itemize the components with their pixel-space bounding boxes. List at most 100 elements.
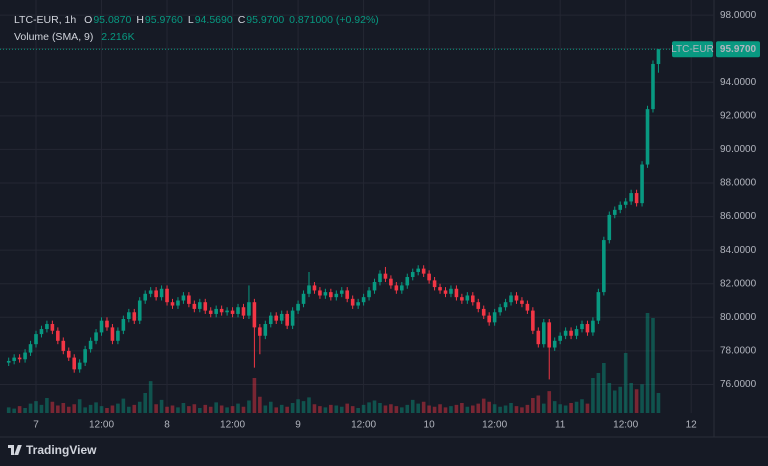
candle-body <box>574 329 579 336</box>
candle-body <box>449 288 453 294</box>
candle-body <box>34 334 38 345</box>
volume-bar <box>88 404 93 413</box>
y-tick-label: 76.0000 <box>720 379 757 390</box>
volume-bar <box>405 404 410 413</box>
candle-body <box>268 315 273 325</box>
x-tick-label: 11 <box>555 420 566 431</box>
volume-bar <box>651 318 655 413</box>
volume-bar <box>378 403 382 413</box>
candle-body <box>159 288 164 298</box>
volume-bar <box>514 406 519 413</box>
watermark-text: TradingView <box>26 443 97 457</box>
candle-body <box>569 330 573 336</box>
volume-bar <box>612 390 617 413</box>
volume-bar <box>339 406 344 413</box>
candle-body <box>105 320 109 328</box>
symbol-tag-text: LTC-EUR <box>671 44 714 55</box>
volume-bar <box>296 399 300 413</box>
y-tick-label: 94.0000 <box>720 77 757 88</box>
candle-body <box>339 290 344 294</box>
volume-bar <box>192 404 197 413</box>
candle-body <box>329 292 333 298</box>
candles <box>6 49 661 380</box>
candle-body <box>443 290 448 294</box>
volume-bar <box>465 406 470 413</box>
candle-body <box>563 330 568 336</box>
candle-body <box>50 324 55 331</box>
candle-body <box>208 310 213 314</box>
candle-body <box>241 307 246 316</box>
candle-body <box>585 324 590 333</box>
volume-bar <box>94 402 98 413</box>
volume-bar <box>225 407 229 413</box>
candle-body <box>39 329 44 335</box>
volume-bar <box>372 400 377 413</box>
volume-bar <box>148 381 153 413</box>
candle-body <box>552 340 557 348</box>
y-tick-label: 98.0000 <box>720 10 757 21</box>
candle-body <box>618 204 623 210</box>
x-tick-label: 12:00 <box>220 420 245 431</box>
candle-body <box>547 322 552 348</box>
candle-body <box>214 308 218 314</box>
candle-body <box>263 324 268 336</box>
watermark: TradingView <box>8 443 96 457</box>
candle-body <box>45 324 49 330</box>
candle-body <box>394 285 399 291</box>
volume-bar <box>443 407 448 413</box>
volume-bar <box>285 406 289 413</box>
volume-bar <box>329 404 333 413</box>
candle-body <box>77 362 82 370</box>
candle-body <box>137 300 142 321</box>
volume-bar <box>105 408 109 413</box>
candle-body <box>127 312 131 319</box>
candle-body <box>580 324 584 330</box>
candle-body <box>498 307 502 313</box>
y-tick-label: 90.0000 <box>720 144 757 155</box>
candle-body <box>629 193 633 202</box>
volume-bar <box>471 405 475 413</box>
x-tick-label: 12:00 <box>351 420 376 431</box>
price-tag-text: 95.9700 <box>720 44 757 55</box>
candle-body <box>602 240 606 293</box>
ohlc-key: O <box>84 14 93 26</box>
legend-main: LTC-EUR, 1h O95.0870 H95.9760 L94.5690 C95.… <box>14 12 380 29</box>
volume-bar <box>356 408 360 413</box>
volume-bar <box>531 398 535 413</box>
volume-bar <box>623 353 628 413</box>
volume-bar <box>345 403 350 413</box>
volume-bar <box>520 407 524 413</box>
candle-body <box>541 322 546 345</box>
volume-bar <box>400 407 404 413</box>
candle-body <box>432 280 437 288</box>
volume-bar <box>394 406 399 413</box>
candle-body <box>312 285 317 291</box>
volume-bar <box>34 401 38 413</box>
volume-bar <box>143 393 147 413</box>
ohlc-key: H <box>136 14 144 26</box>
volume-bar <box>39 404 44 413</box>
candle-body <box>72 357 77 370</box>
candle-body <box>148 290 153 294</box>
candle-body <box>12 357 16 361</box>
candle-body <box>531 310 535 331</box>
ohlc-key: L <box>187 14 194 26</box>
volume-bar <box>187 406 191 413</box>
candle-body <box>607 214 612 241</box>
candle-body <box>372 282 377 291</box>
candle-body <box>400 285 404 291</box>
candle-body <box>17 357 22 360</box>
volume-bar <box>580 399 584 413</box>
volume-bar <box>66 406 71 413</box>
candle-body <box>23 352 27 360</box>
candle-body <box>465 295 470 301</box>
volume-bar <box>634 389 639 413</box>
volume-bar <box>525 404 530 413</box>
candle-body <box>61 340 66 351</box>
volume-bar <box>258 396 262 413</box>
candle-body <box>247 302 251 316</box>
volume-bar <box>563 405 568 413</box>
candle-body <box>66 350 71 358</box>
volume-bar <box>12 408 16 413</box>
candle-body <box>492 312 497 323</box>
